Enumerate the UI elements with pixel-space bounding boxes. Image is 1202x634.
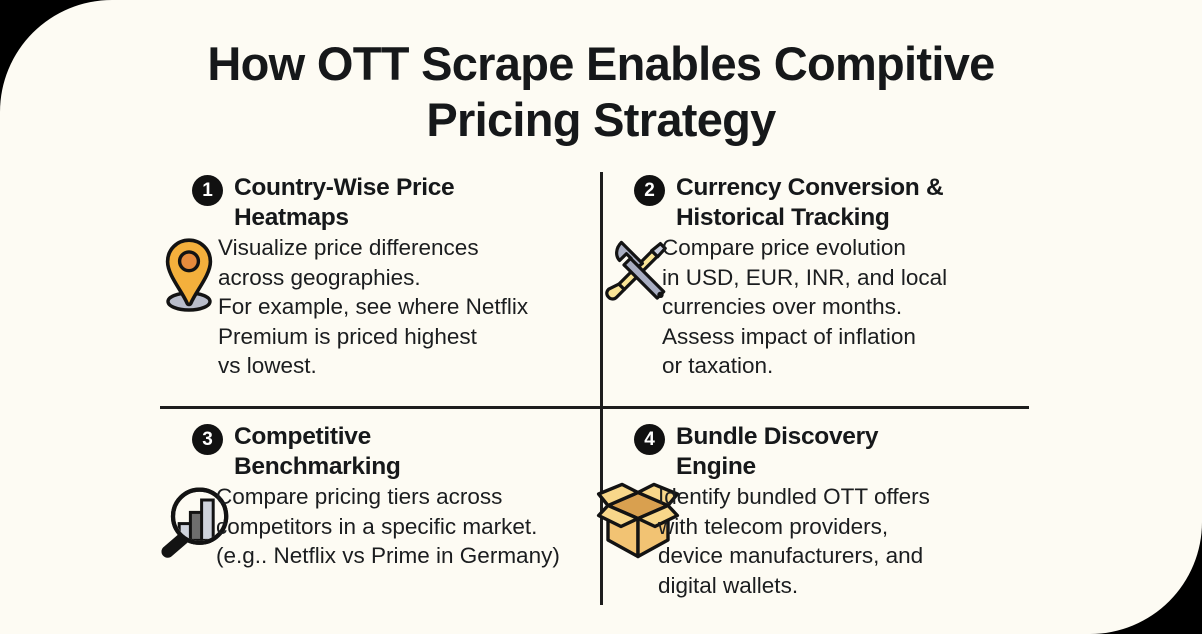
- feature-description-1: Visualize price differences across geogr…: [218, 235, 529, 378]
- feature-title-2: Currency Conversion & Historical Trackin…: [676, 174, 944, 231]
- feature-title-4: Bundle Discovery Engine: [676, 423, 879, 480]
- feature-number-badge-2: 2: [634, 175, 665, 206]
- location-pin-icon: [162, 237, 216, 313]
- divider-vertical: [600, 172, 603, 605]
- feature-card-currency-conversion-historical-tracking: 2 Currency Conversion & Historical Track…: [605, 173, 1034, 381]
- feature-description-3: Compare pricing tiers across competitors…: [216, 484, 560, 568]
- magnifier-bar-chart-icon: [160, 484, 229, 558]
- feature-body-row: Identify bundled OTT offers with telecom…: [596, 482, 1034, 600]
- feature-heading-row: 1 Country-Wise Price Heatmaps: [192, 173, 584, 233]
- feature-number-badge-1: 1: [192, 175, 223, 206]
- feature-title-3: Competitive Benchmarking: [234, 423, 401, 480]
- feature-body-row: Visualize price differences across geogr…: [165, 233, 584, 381]
- feature-body-row: Compare pricing tiers across competitors…: [161, 482, 584, 571]
- feature-card-bundle-discovery-engine: 4 Bundle Discovery Engine: [596, 422, 1034, 600]
- feature-description-2: Compare price evolution in USD, EUR, INR…: [662, 235, 948, 378]
- open-box-icon: [596, 482, 680, 560]
- feature-number-badge-3: 3: [192, 424, 223, 455]
- feature-card-competitive-benchmarking: 3 Competitive Benchmarking: [161, 422, 584, 571]
- feature-card-country-wise-price-heatmaps: 1 Country-Wise Price Heatmaps Visualize …: [165, 173, 584, 381]
- feature-title-1: Country-Wise Price Heatmaps: [234, 174, 455, 231]
- feature-body-row: Compare price evolution in USD, EUR, INR…: [605, 233, 1034, 381]
- feature-heading-row: 4 Bundle Discovery Engine: [634, 422, 1034, 482]
- divider-horizontal: [160, 406, 1029, 409]
- feature-heading-row: 2 Currency Conversion & Historical Track…: [634, 173, 1034, 233]
- feature-number-badge-4: 4: [634, 424, 665, 455]
- feature-description-4: Identify bundled OTT offers with telecom…: [658, 484, 930, 598]
- wrench-screwdriver-icon: [598, 233, 667, 309]
- page-title: How OTT Scrape Enables Compitive Pricing…: [207, 37, 995, 146]
- feature-heading-row: 3 Competitive Benchmarking: [192, 422, 584, 482]
